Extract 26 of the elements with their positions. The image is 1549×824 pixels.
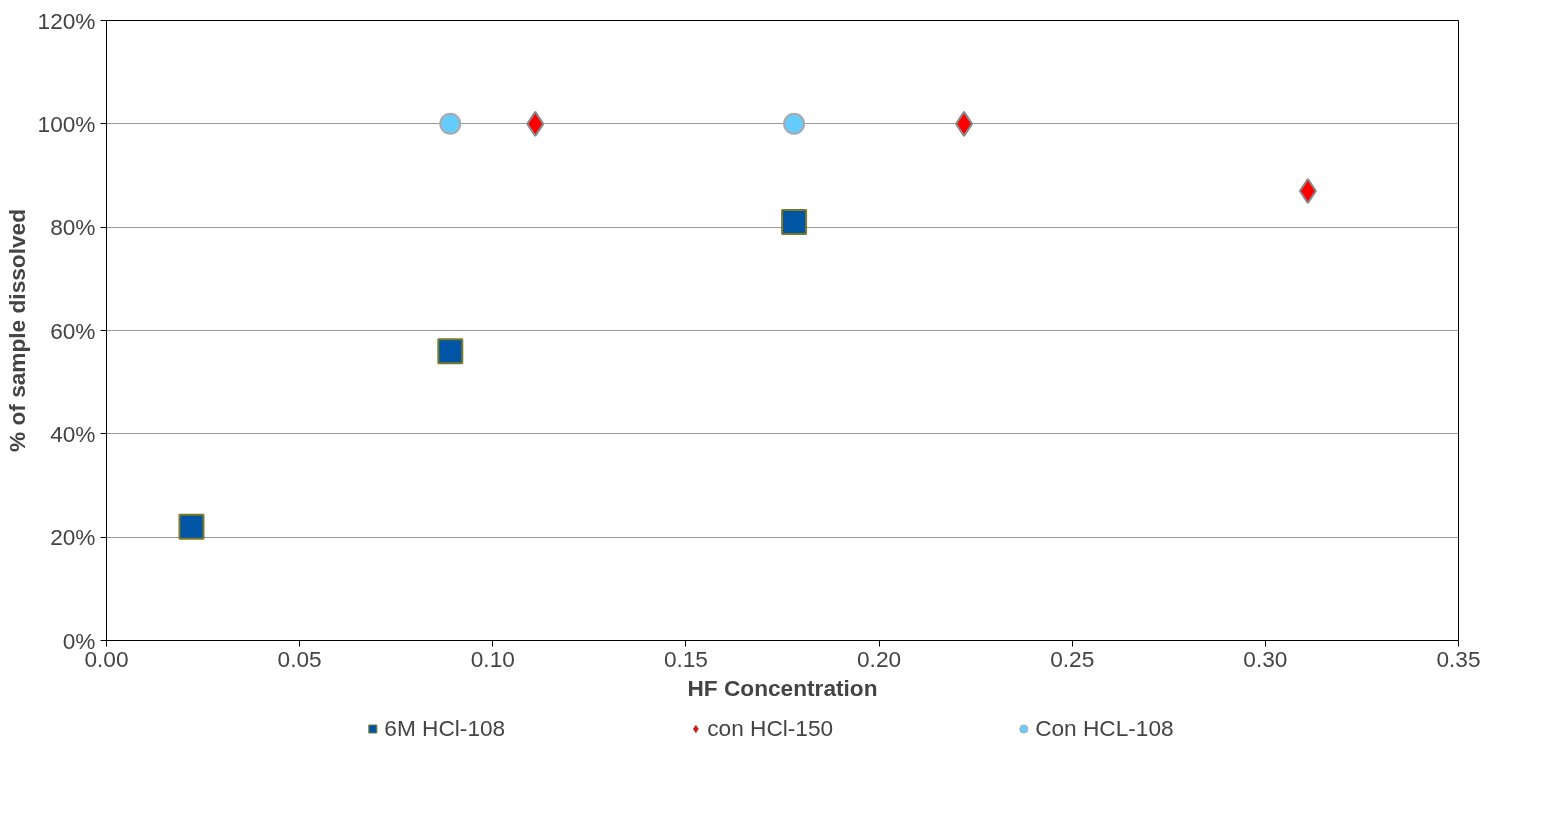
- x-tick-label: 0.30: [1243, 645, 1288, 672]
- point: [783, 112, 806, 135]
- x-axis-title: HF Concentration: [687, 674, 878, 701]
- legend-label: con HCl-150: [707, 714, 834, 742]
- point: [1298, 178, 1317, 204]
- legend-label: 6M HCl-108: [384, 714, 506, 742]
- point: [955, 110, 974, 137]
- x-tick-label: 0.10: [470, 645, 515, 672]
- y-tick-label: 40%: [50, 420, 96, 447]
- y-tick-label: 120%: [37, 7, 96, 34]
- point: [439, 112, 462, 135]
- point: [437, 338, 464, 365]
- y-tick-label: 20%: [50, 524, 96, 551]
- y-tick-label: 80%: [50, 214, 96, 241]
- x-tick-label: 0.35: [1436, 645, 1481, 672]
- point: [781, 209, 808, 235]
- x-tick-label: 0.20: [857, 645, 902, 672]
- y-tick-label: 60%: [50, 317, 96, 344]
- x-tick-label: 0.25: [1050, 645, 1095, 672]
- y-tick-label: 100%: [37, 110, 96, 137]
- y-axis-title: % of sample dissolved: [3, 208, 30, 452]
- legend-label: Con HCL-108: [1035, 714, 1174, 742]
- x-tick-label: 0.05: [277, 645, 322, 672]
- point: [526, 110, 545, 137]
- point: [178, 513, 205, 540]
- x-tick-label: 0.15: [663, 645, 708, 672]
